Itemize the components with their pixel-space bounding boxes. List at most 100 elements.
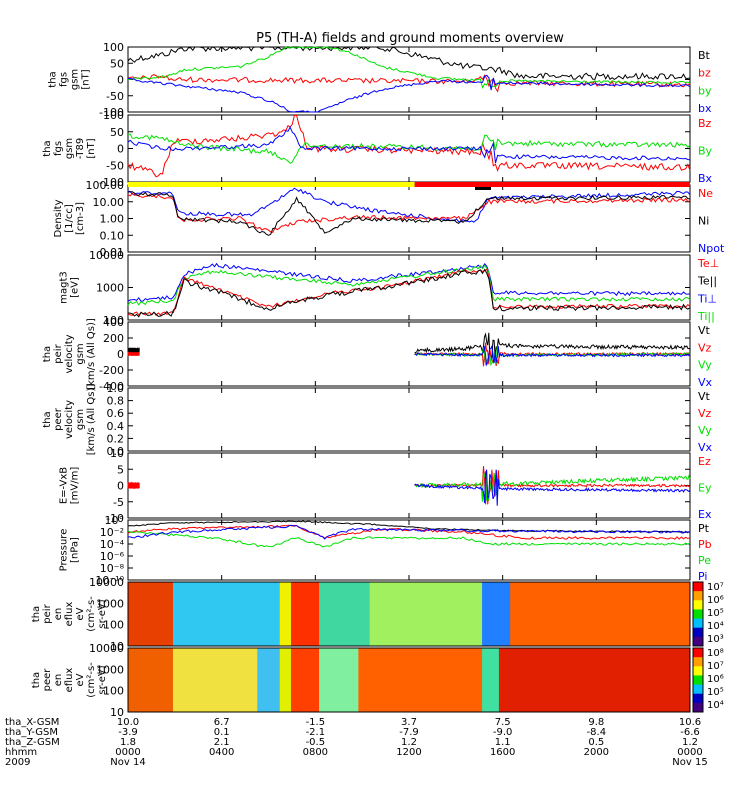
spectrogram-band xyxy=(172,648,258,712)
trace-Tipar xyxy=(127,264,691,306)
y-axis-label: tha xyxy=(31,606,42,622)
xaxis-row-label: 2009 xyxy=(5,757,30,768)
colorbar-segment xyxy=(693,591,703,601)
y-axis-label: gsm xyxy=(70,69,81,90)
xaxis-value: 9.8 xyxy=(588,717,604,728)
trace-Pi xyxy=(128,524,691,540)
spectrogram-band xyxy=(128,648,174,712)
xaxis-value: Nov 14 xyxy=(110,757,145,768)
y-tick-label: 0 xyxy=(117,143,124,156)
colorbar-segment xyxy=(693,693,703,704)
spectrogram-band xyxy=(257,648,281,712)
y-tick-label: 1.0 xyxy=(107,382,125,395)
xaxis-value: -6.6 xyxy=(680,727,700,738)
legend-Vz: Vz xyxy=(698,341,712,354)
y-axis-label: -T89 xyxy=(75,138,86,160)
y-tick-label: 10000 xyxy=(89,576,124,589)
trace-Bx xyxy=(127,126,691,164)
panel-frame-pressure xyxy=(127,519,691,581)
trace-Vx xyxy=(414,344,691,367)
xaxis-value: 0.1 xyxy=(214,727,230,738)
colorbar-segment xyxy=(693,600,703,610)
spectrogram-band xyxy=(128,582,174,646)
y-axis-label: E=-VxB xyxy=(59,467,70,504)
y-axis-label: [eV] xyxy=(70,277,81,298)
y-tick-label: 1.00 xyxy=(100,213,125,226)
y-axis-label: tha xyxy=(48,71,59,87)
xaxis-value: 1.8 xyxy=(120,737,136,748)
y-axis-label: en xyxy=(53,674,64,687)
spectrogram-band xyxy=(319,648,359,712)
colorbar-segment xyxy=(693,666,703,676)
y-tick-label: -100 xyxy=(99,176,124,189)
y-tick-label: 100 xyxy=(103,314,124,327)
trace-Ey xyxy=(414,471,691,502)
colorbar-segment xyxy=(693,618,703,629)
y-axis-label: velocity xyxy=(64,400,75,439)
y-tick-label: 0.10 xyxy=(100,229,125,242)
y-tick-label: 10⁻² xyxy=(100,526,124,539)
region-bar-red xyxy=(414,182,690,187)
y-tick-label: 50 xyxy=(110,57,124,70)
xaxis-value: 7.5 xyxy=(495,717,511,728)
xaxis-value: 0800 xyxy=(303,747,328,758)
y-tick-label: 10⁻⁸ xyxy=(100,562,125,575)
xaxis-value: -8.4 xyxy=(587,727,607,738)
y-axis-label: Pressure xyxy=(59,529,70,572)
y-axis-label: sr-eV) xyxy=(97,665,108,694)
xaxis-value: 1600 xyxy=(490,747,515,758)
trace-Ez-a xyxy=(127,481,140,489)
spectrogram-band xyxy=(482,582,511,646)
trace-by xyxy=(127,46,691,89)
xaxis-value: 10.6 xyxy=(679,717,701,728)
xaxis-value: Nov 15 xyxy=(672,757,707,768)
legend-Ti||: Ti|| xyxy=(697,310,715,323)
legend-by: by xyxy=(698,84,712,97)
y-tick-label: 50 xyxy=(110,126,124,139)
y-axis-label: velocity xyxy=(64,334,75,373)
spectrogram-band xyxy=(319,582,371,646)
colorbar-segment xyxy=(693,648,703,658)
spectrogram-band xyxy=(369,582,483,646)
xaxis-value: -9.0 xyxy=(493,727,513,738)
legend-Vy: Vy xyxy=(698,359,712,372)
y-tick-label: 10° xyxy=(105,514,125,527)
colorbar-label: 10⁶ xyxy=(707,595,724,606)
legend-Te||: Te|| xyxy=(697,275,717,288)
y-tick-label: -400 xyxy=(99,380,124,393)
y-axis-label: [cm-3] xyxy=(75,202,86,235)
y-axis-label: [km/s (All Qs)] xyxy=(86,318,97,390)
y-tick-label: 0.0 xyxy=(107,445,125,458)
trace-Ni xyxy=(127,191,691,236)
y-axis-label: eV xyxy=(75,607,86,620)
colorbar-label: 10⁶ xyxy=(707,674,724,685)
trace-Ex xyxy=(414,469,691,506)
y-tick-label: 10 xyxy=(110,447,124,460)
legend-Pe: Pe xyxy=(698,554,711,567)
y-tick-label: -50 xyxy=(106,90,124,103)
y-tick-label: 0.6 xyxy=(107,407,125,420)
legend-Pb: Pb xyxy=(698,538,712,551)
legend-Ni: Ni xyxy=(698,215,709,228)
y-tick-label: 10.00 xyxy=(93,196,125,209)
spectrogram-band xyxy=(290,648,320,712)
legend-bz: bz xyxy=(698,67,711,80)
y-axis-label: en xyxy=(53,608,64,621)
y-tick-label: 10 xyxy=(110,706,124,719)
colorbar-label: 10⁵ xyxy=(707,608,724,619)
y-tick-label: 200 xyxy=(103,332,124,345)
legend-bx: bx xyxy=(698,102,712,115)
legend-Vx: Vx xyxy=(698,441,713,454)
y-tick-label: 0.8 xyxy=(107,395,125,408)
colorbar-peer_spec: 10⁸ 10⁷ 10⁶ 10⁵ 10⁴ xyxy=(692,647,724,713)
y-axis-label: Density xyxy=(53,199,64,237)
spectrogram-band xyxy=(482,648,500,712)
y-tick-label: 0.01 xyxy=(100,246,125,259)
legend-Ey: Ey xyxy=(698,482,712,495)
xaxis-value: 1200 xyxy=(396,747,421,758)
xaxis-row-label: tha_X-GSM xyxy=(5,717,59,728)
spectrogram-band xyxy=(358,648,483,712)
y-tick-label: 0 xyxy=(117,74,124,87)
y-tick-label: 10000 xyxy=(89,642,124,655)
y-axis-label: (cm²-s- xyxy=(86,662,97,698)
